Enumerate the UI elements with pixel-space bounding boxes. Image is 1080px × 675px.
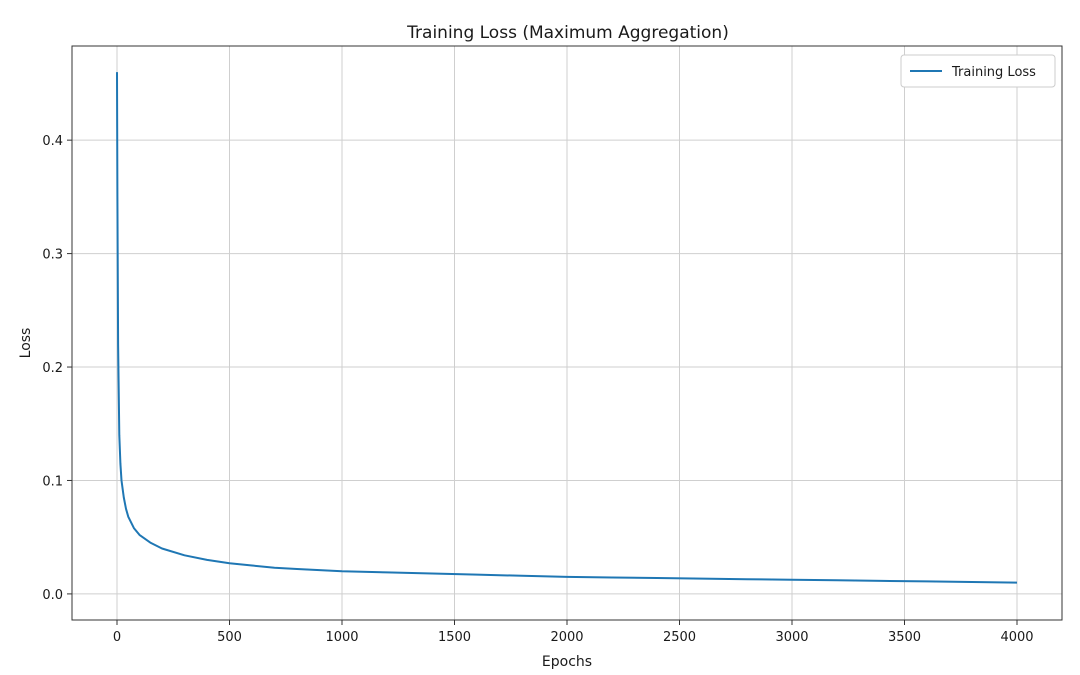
y-tick-label: 0.0 bbox=[42, 588, 63, 603]
y-tick-label: 0.4 bbox=[42, 134, 63, 149]
series-line-training-loss bbox=[116, 72, 1018, 584]
x-axis-label: Epochs bbox=[542, 654, 592, 670]
x-tick-label: 4000 bbox=[1000, 630, 1033, 645]
x-tick-label: 3500 bbox=[888, 630, 921, 645]
x-tick-label: 3000 bbox=[775, 630, 808, 645]
y-tick-label: 0.3 bbox=[42, 248, 63, 263]
y-axis-label: Loss bbox=[18, 328, 34, 359]
x-tick-label: 1500 bbox=[438, 630, 471, 645]
x-axis-ticks: 0 500 1000 1500 2000 2500 3000 3500 4000 bbox=[113, 620, 1034, 645]
chart-title: Training Loss (Maximum Aggregation) bbox=[406, 23, 729, 43]
x-tick-label: 0 bbox=[113, 630, 121, 645]
x-tick-label: 500 bbox=[217, 630, 242, 645]
legend-box bbox=[900, 54, 1056, 88]
series-layer bbox=[116, 72, 1018, 584]
x-tick-label: 2000 bbox=[550, 630, 583, 645]
y-axis-ticks: 0.0 0.1 0.2 0.3 0.4 bbox=[42, 134, 72, 603]
x-tick-label: 1000 bbox=[325, 630, 358, 645]
legend: Training Loss bbox=[900, 54, 1056, 88]
grid-lines bbox=[72, 46, 1062, 620]
y-tick-label: 0.2 bbox=[42, 361, 63, 376]
legend-label: Training Loss bbox=[951, 65, 1036, 80]
y-tick-label: 0.1 bbox=[42, 474, 63, 489]
x-tick-label: 2500 bbox=[663, 630, 696, 645]
